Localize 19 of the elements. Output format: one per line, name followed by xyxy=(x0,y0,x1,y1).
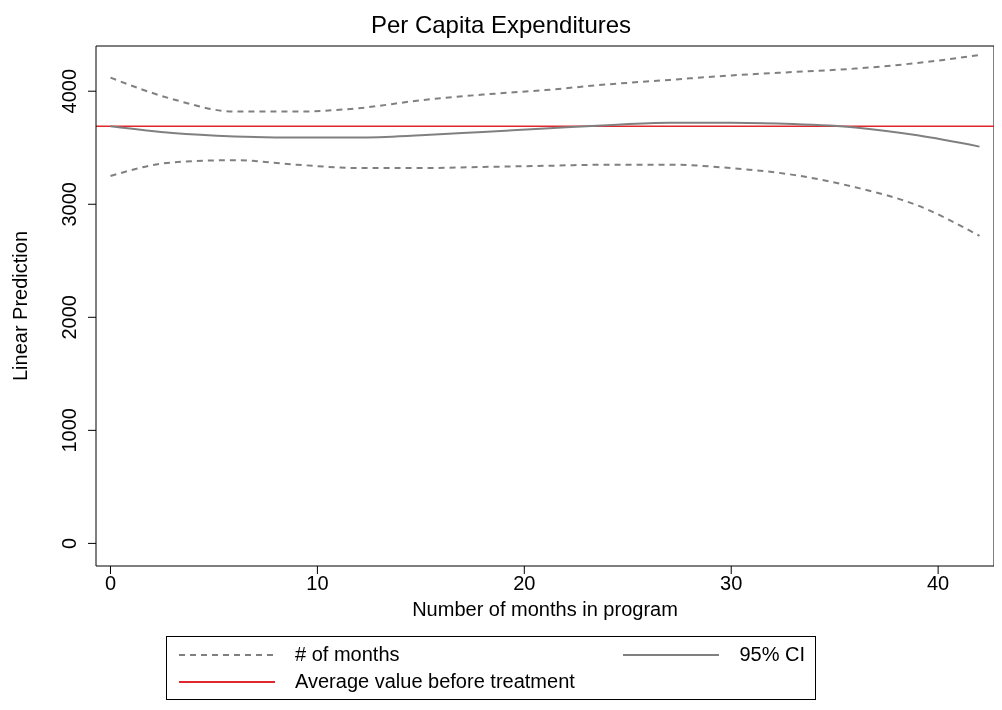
x-tick-label: 20 xyxy=(513,572,536,595)
line-series xyxy=(109,121,981,148)
y-axis-title: Linear Prediction xyxy=(9,230,32,382)
x-tick-label: 30 xyxy=(720,572,743,595)
y-tick-label: 3000 xyxy=(58,182,80,227)
x-axis-title: Number of months in program xyxy=(412,598,678,620)
legend-label: # of months xyxy=(295,643,400,666)
y-tick-label: 1000 xyxy=(58,408,80,453)
x-tick-label: 40 xyxy=(927,572,950,595)
line-series xyxy=(109,54,981,113)
y-tick-label: 4000 xyxy=(58,68,80,114)
line-series xyxy=(109,159,981,237)
y-tick-label: 2000 xyxy=(58,295,80,340)
y-tick-label: 0 xyxy=(58,537,80,549)
legend-label: Average value before treatment xyxy=(295,670,575,693)
x-tick-label: 0 xyxy=(104,572,117,595)
x-tick-label: 10 xyxy=(306,572,329,595)
legend-label: 95% CI xyxy=(739,643,805,666)
chart-title: Per Capita Expenditures xyxy=(369,10,633,40)
